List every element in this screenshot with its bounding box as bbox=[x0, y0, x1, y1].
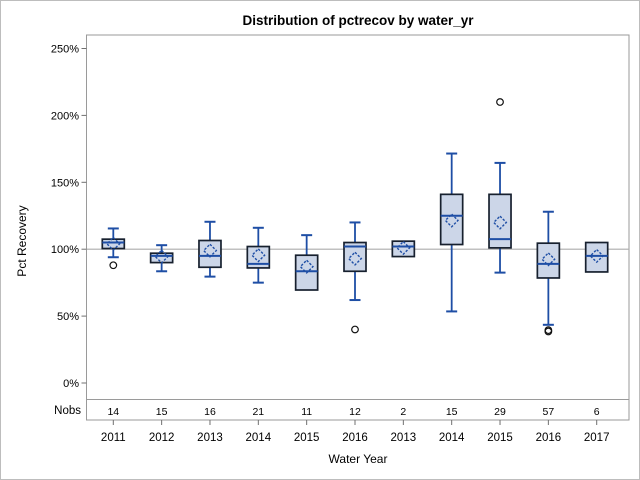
box-iqr bbox=[343, 241, 367, 273]
x-tick-label: 2013 bbox=[391, 432, 417, 444]
mean-diamond bbox=[589, 248, 604, 264]
nobs-value: 11 bbox=[301, 406, 312, 418]
x-tick-label: 2014 bbox=[439, 432, 465, 444]
outlier-point bbox=[351, 325, 359, 334]
nobs-value: 15 bbox=[446, 406, 458, 418]
mean-diamond bbox=[347, 251, 363, 266]
box-iqr bbox=[488, 193, 512, 249]
mean-diamond bbox=[396, 240, 411, 256]
x-tick-label: 2014 bbox=[246, 432, 272, 444]
mean-diamond bbox=[299, 259, 314, 274]
mean-diamond bbox=[154, 249, 169, 264]
nobs-value: 14 bbox=[107, 406, 119, 418]
mean-diamond bbox=[202, 243, 218, 258]
nobs-value: 57 bbox=[543, 406, 555, 418]
box-iqr bbox=[536, 242, 561, 279]
box-iqr bbox=[391, 240, 416, 258]
x-tick-label: 2016 bbox=[342, 432, 368, 444]
y-tick-label: 100% bbox=[51, 244, 79, 256]
x-tick-label: 2013 bbox=[197, 432, 223, 444]
y-tick-label: 250% bbox=[51, 44, 79, 56]
y-axis-label: Pct Recovery bbox=[15, 205, 29, 277]
outlier-point bbox=[496, 98, 504, 106]
box-iqr bbox=[439, 193, 464, 246]
mean-diamond bbox=[444, 213, 459, 228]
nobs-value: 16 bbox=[204, 406, 216, 418]
y-tick-label: 200% bbox=[51, 110, 79, 122]
box-iqr bbox=[101, 238, 126, 250]
mean-diamond bbox=[251, 247, 266, 263]
nobs-row-label: Nobs bbox=[54, 405, 81, 417]
nobs-value: 2 bbox=[400, 406, 406, 418]
x-tick-label: 2012 bbox=[149, 432, 175, 444]
outlier-point bbox=[109, 261, 118, 270]
plot-frame bbox=[86, 34, 630, 421]
x-tick-label: 2016 bbox=[536, 432, 562, 444]
nobs-value: 6 bbox=[594, 406, 600, 418]
nobs-value: 12 bbox=[349, 406, 361, 418]
nobs-value: 29 bbox=[494, 406, 506, 418]
box-iqr bbox=[198, 239, 222, 269]
x-tick-label: 2011 bbox=[101, 432, 126, 444]
nobs-value: 21 bbox=[252, 406, 264, 418]
nobs-value: 15 bbox=[156, 406, 168, 418]
x-tick-label: 2015 bbox=[294, 432, 320, 444]
x-tick-label: 2015 bbox=[487, 432, 513, 444]
box-iqr bbox=[246, 245, 271, 269]
box-iqr bbox=[584, 241, 609, 273]
y-tick-label: 0% bbox=[63, 378, 79, 390]
y-tick-label: 50% bbox=[57, 311, 79, 323]
y-tick-label: 150% bbox=[51, 177, 79, 189]
mean-diamond bbox=[106, 236, 121, 252]
x-tick-label: 2017 bbox=[584, 432, 610, 444]
chart-title: Distribution of pctrecov by water_yr bbox=[242, 13, 474, 28]
box-iqr bbox=[149, 252, 174, 264]
x-axis-label: Water Year bbox=[328, 452, 388, 466]
outlier-point bbox=[544, 327, 553, 336]
mean-diamond bbox=[492, 215, 508, 230]
mean-diamond bbox=[541, 251, 556, 267]
